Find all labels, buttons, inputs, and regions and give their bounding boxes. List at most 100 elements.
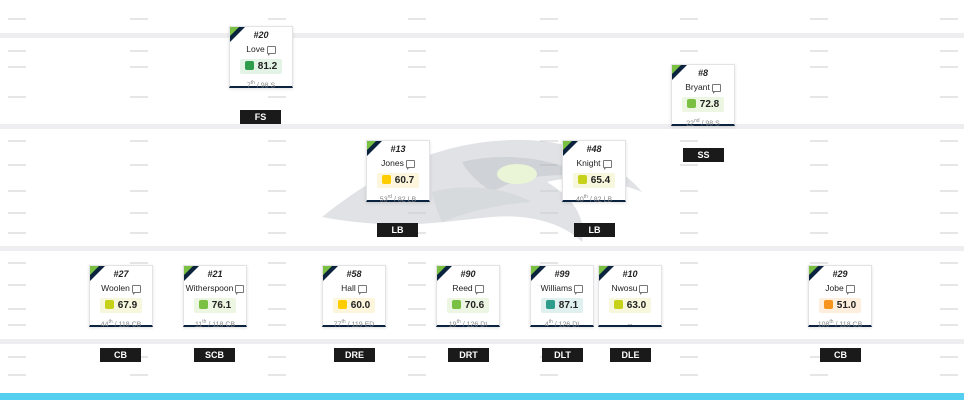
grade-value: 67.9 [117,300,138,311]
note-icon[interactable] [474,284,484,295]
position-label-dre[interactable]: DRE [334,348,375,362]
note-icon[interactable] [405,159,415,170]
hash-mark [130,18,148,20]
hash-mark [940,164,958,166]
hash-mark [940,284,958,286]
hash-mark [810,356,828,358]
grade-badge: 60.7 [377,173,419,188]
note-icon[interactable] [639,284,649,295]
bottom-accent-bar [0,393,964,400]
grade-value: 63.0 [626,300,647,311]
team-corner-accent-green [531,266,540,275]
position-label-ss[interactable]: SS [683,148,724,162]
note-icon[interactable] [845,284,855,295]
hash-mark [810,66,828,68]
player-name-row: Woolen [90,283,152,295]
jersey-number: #48 [586,144,602,154]
hash-mark [408,18,426,20]
position-label-scb[interactable]: SCB [194,348,235,362]
player-card-jobe[interactable]: #29 Jobe 51.0 108th / 118 CB [808,265,872,328]
player-name-row: Bryant [672,82,734,94]
hash-mark [810,190,828,192]
position-label-lb[interactable]: LB [377,223,418,237]
hash-mark [268,324,286,326]
player-name: Love [246,44,265,54]
player-card-woolen[interactable]: #27 Woolen 67.9 44th / 118 CB [89,265,153,328]
player-card-love[interactable]: #20 Love 81.2 7th / 98 S [229,26,293,90]
position-label-dlt[interactable]: DLT [542,348,583,362]
grade-value: 87.1 [558,300,579,311]
position-label-fs[interactable]: FS [240,110,281,124]
position-rank: -- [627,321,633,329]
position-label-lb[interactable]: LB [574,223,615,237]
player-card-witherspoon[interactable]: #21 Witherspoon 76.1 11th / 118 CB [183,265,247,328]
hash-mark [408,262,426,264]
hash-mark [540,50,558,52]
position-rank: 7th / 98 S [246,80,276,90]
hash-mark [940,324,958,326]
hash-mark [540,140,558,142]
hash-mark [130,66,148,68]
grade-badge: 67.9 [100,298,142,313]
hash-mark [268,374,286,376]
grade-badge: 81.2 [240,59,282,74]
team-corner-accent-green [230,27,239,36]
hash-mark [268,18,286,20]
player-name: Knight [576,158,601,168]
hash-mark [408,50,426,52]
yard-line [0,124,964,129]
player-card-nwosu[interactable]: #10 Nwosu 63.0 -- [598,265,662,329]
hash-mark [268,284,286,286]
hash-mark [8,18,26,20]
hash-mark [8,356,26,358]
note-icon[interactable] [235,284,245,295]
position-label-drt[interactable]: DRT [448,348,489,362]
grade-value: 76.1 [211,300,232,311]
note-icon[interactable] [266,45,276,56]
hash-mark [810,374,828,376]
position-label-cb[interactable]: CB [820,348,861,362]
note-icon[interactable] [574,284,584,295]
team-corner-accent-green [184,266,193,275]
player-card-reed[interactable]: #90 Reed 70.6 19th / 126 DI [436,265,500,328]
hash-mark [810,232,828,234]
player-name-row: Witherspoon [184,283,246,295]
player-card-jones[interactable]: #13 Jones 60.7 53rd / 82 LB [366,140,430,204]
hash-mark [680,212,698,214]
hash-mark [8,374,26,376]
hash-mark [8,324,26,326]
grade-color-square [198,300,208,309]
hash-mark [940,18,958,20]
hash-mark [130,374,148,376]
position-rank: 53rd / 82 LB [379,194,417,204]
note-icon[interactable] [131,284,141,295]
hash-mark [940,140,958,142]
team-corner-accent-green [367,141,376,150]
jersey-number: #27 [113,269,129,279]
player-card-williams[interactable]: #99 Williams 87.1 4th / 126 DI [530,265,594,328]
position-label-dle[interactable]: DLE [610,348,651,362]
position-label-cb[interactable]: CB [100,348,141,362]
hash-mark [268,356,286,358]
hash-mark [8,66,26,68]
grade-color-square [545,300,555,309]
player-card-hall[interactable]: #58 Hall 60.0 77th / 119 ED [322,265,386,328]
player-name-row: Williams [531,283,593,295]
hash-mark [268,262,286,264]
jersey-number: #8 [697,68,708,78]
player-name-row: Love [230,44,292,56]
hash-mark [8,96,26,98]
grade-value: 72.8 [699,99,720,110]
grade-color-square [381,175,391,184]
player-card-bryant[interactable]: #8 Bryant 72.8 22nd / 98 S [671,64,735,127]
note-icon[interactable] [357,284,367,295]
hash-mark [680,232,698,234]
hash-mark [268,212,286,214]
note-icon[interactable] [602,159,612,170]
player-card-knight[interactable]: #48 Knight 65.4 40th / 82 LB [562,140,626,203]
hash-mark [940,308,958,310]
note-icon[interactable] [711,83,721,94]
player-name-row: Knight [563,158,625,170]
hash-mark [130,164,148,166]
hash-mark [680,164,698,166]
